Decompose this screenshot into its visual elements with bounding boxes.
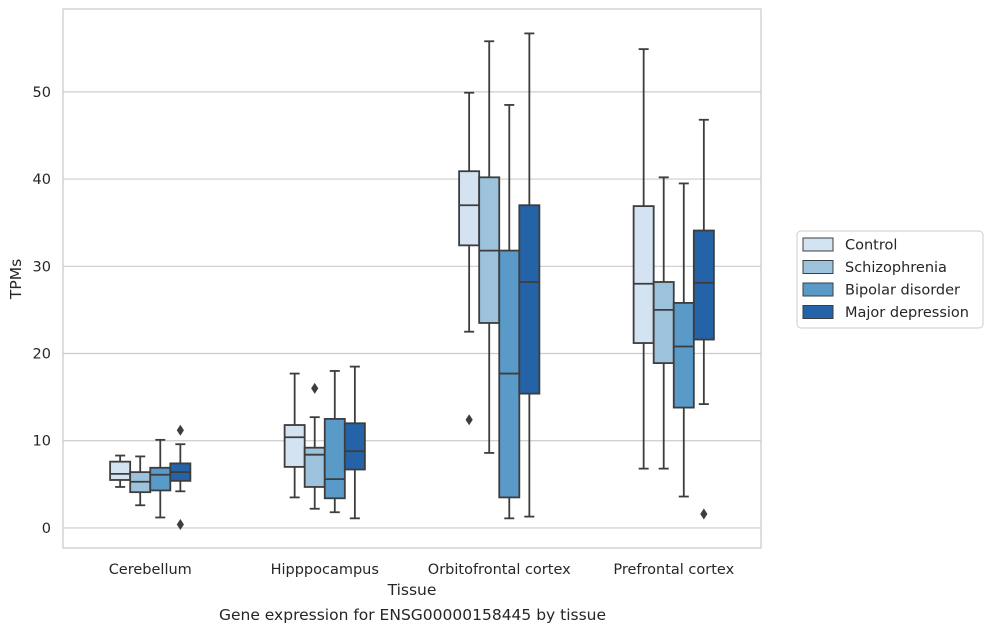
box-iqr [149,466,172,492]
box-bipolar-disorder [672,182,695,498]
legend-label: Major depression [845,305,969,321]
outlier-point [700,508,708,520]
outlier-point [176,424,184,436]
x-axis-label: Tissue [387,581,437,599]
x-tick-label: Cerebellum [109,562,192,578]
outlier-point [465,414,473,426]
box-iqr [632,205,655,344]
box-control [458,91,481,426]
x-tick-label: Hipppocampus [271,562,379,578]
y-tick-label: 10 [33,434,51,450]
legend-swatch [802,305,834,319]
legend-label: Control [845,238,897,254]
legend: Control Schizophrenia Bipolar disorder Majo… [796,230,984,329]
box-iqr [343,422,366,471]
outlier-point [176,518,184,530]
box-major-depression [518,32,541,518]
y-tick-labels: 0 10 20 30 40 50 [33,85,51,537]
y-tick-label: 50 [33,85,51,101]
box-major-depression [169,424,192,530]
legend-items: Control Schizophrenia Bipolar disorder Majo… [802,237,969,321]
box-iqr [323,418,346,500]
box-bipolar-disorder [323,370,346,514]
x-tick-labels: Cerebellum Hipppocampus Orbitofrontal cort… [109,562,735,578]
box-schizophrenia [652,176,675,470]
box-iqr [652,281,675,365]
box-major-depression [343,365,366,520]
legend-label: Schizophrenia [845,260,947,276]
box-iqr [109,460,132,481]
y-tick-label: 20 [33,347,51,363]
y-tick-label: 40 [33,172,51,188]
box-control [283,372,306,499]
y-tick-label: 30 [33,259,51,275]
legend-swatch [802,237,834,252]
chart-caption: Gene expression for ENSG00000158445 by t… [218,606,607,624]
box-control [632,48,655,470]
x-tick-label: Orbitofrontal cortex [428,562,571,578]
box-iqr [672,302,695,409]
legend-swatch [802,282,834,297]
box-control [109,454,132,488]
box-iqr [518,204,541,395]
box-major-depression [692,118,715,520]
boxes [109,32,715,530]
legend-label: Bipolar disorder [845,283,960,299]
x-tick-label: Prefrontal cortex [613,562,734,578]
outlier-point [311,382,319,394]
box-schizophrenia [478,40,501,454]
box-iqr [283,424,306,468]
y-axis-label: TPMs [7,259,25,300]
box-iqr [458,170,481,247]
box-iqr [303,446,326,488]
legend-swatch [802,260,834,274]
y-tick-label: 0 [42,521,51,537]
legend-frame [796,230,984,329]
box-iqr [692,229,715,341]
